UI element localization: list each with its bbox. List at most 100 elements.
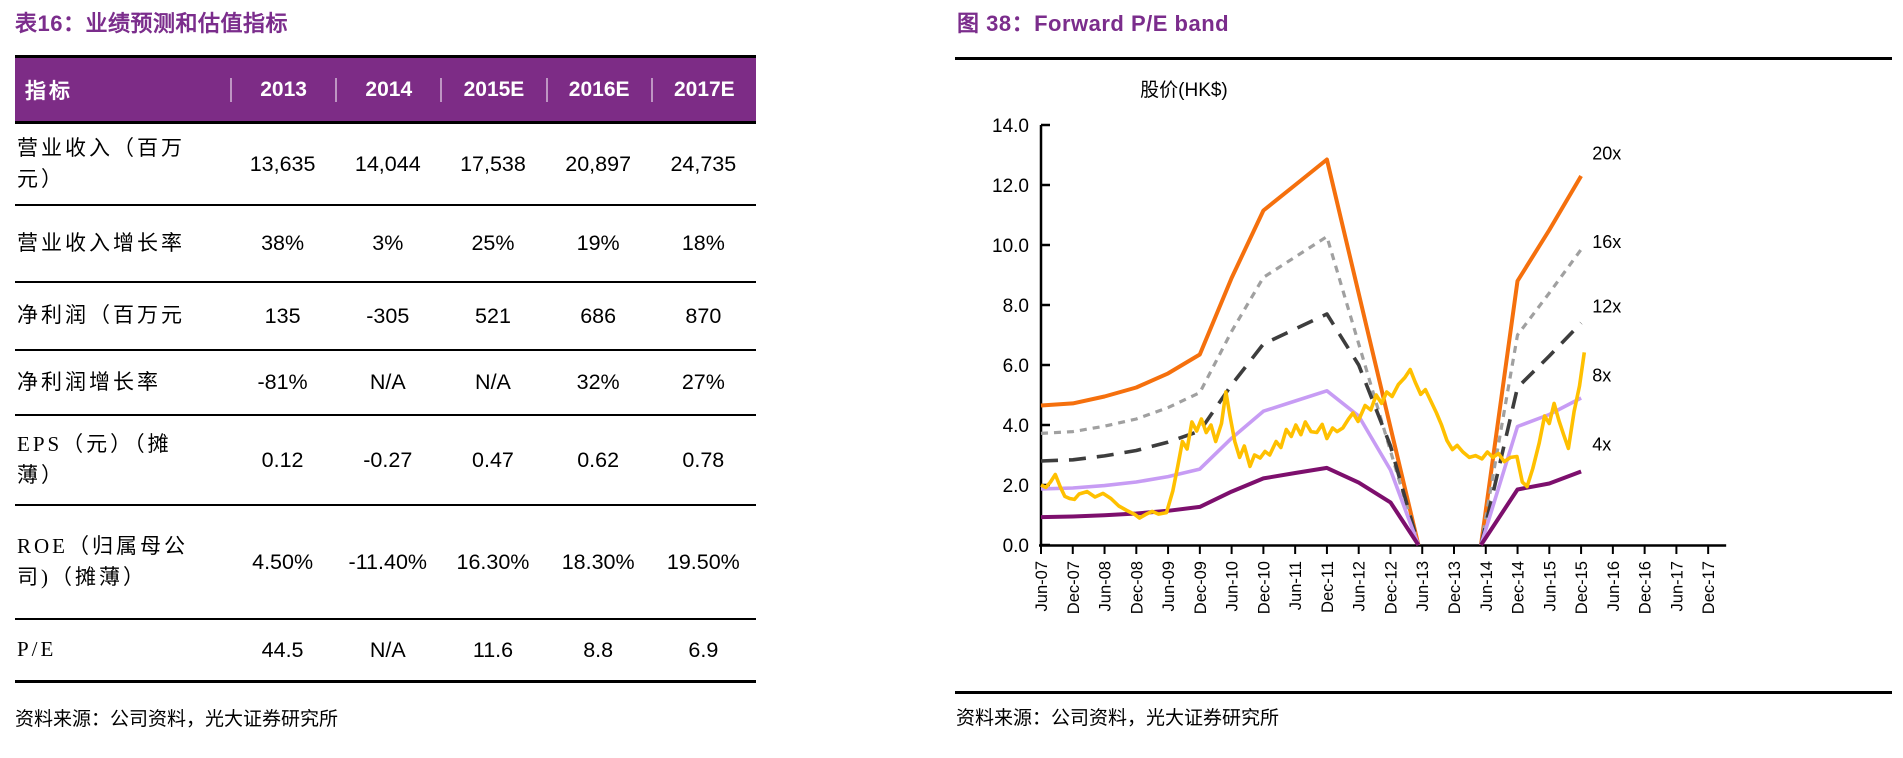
- chart-bottom-rule: [955, 691, 1892, 694]
- row-value: 27%: [681, 370, 725, 394]
- row-value: -0.27: [363, 447, 413, 472]
- row-value: 38%: [261, 231, 305, 255]
- x-tick-label: Jun-09: [1160, 561, 1178, 611]
- row-value: 6.9: [688, 637, 719, 662]
- forecast-valuation-table: 指标 2013 2014 2015E 2016E 2017E 营业收入（百万 元） 13,6…: [15, 55, 756, 683]
- row-value: N/A: [369, 637, 406, 662]
- x-tick-label: Jun-12: [1351, 561, 1369, 611]
- header-cell-year: 2015E: [440, 77, 545, 102]
- header-cell-year: 2016E: [545, 77, 651, 102]
- table-row: EPS（元）（摊 薄） 0.12 -0.27 0.47 0.62 0.78: [15, 416, 756, 506]
- x-tick-label: Dec-15: [1573, 561, 1591, 614]
- row-value: N/A: [475, 370, 511, 394]
- y-tick-label: 0.0: [1003, 536, 1029, 557]
- row-label: P/E: [17, 637, 57, 662]
- row-value: 13,635: [249, 151, 316, 176]
- x-tick-label: Dec-07: [1065, 561, 1083, 614]
- series-20x: [1479, 174, 1583, 546]
- series-12x: [1040, 312, 1421, 546]
- row-value: 11.6: [472, 637, 514, 662]
- x-tick-label: Dec-16: [1637, 561, 1655, 614]
- x-tick-label: Dec-10: [1255, 561, 1273, 614]
- y-tick-label: 12.0: [992, 176, 1029, 197]
- row-value: 25%: [471, 231, 515, 255]
- row-value: 18.30%: [561, 549, 635, 574]
- x-tick-label: Dec-11: [1319, 561, 1337, 613]
- row-label: 净利润（百万元: [17, 303, 185, 328]
- series-股价: [1040, 352, 1587, 520]
- table-row: 净利润增长率 -81% N/A N/A 32% 27%: [15, 351, 756, 416]
- table-row: 净利润（百万元 135 -305 521 686 870: [15, 283, 756, 351]
- row-label: 营业收入增长率: [17, 230, 185, 255]
- header-cell-year: 2014: [335, 77, 440, 102]
- row-value: -11.40%: [348, 549, 428, 574]
- header-cell-year: 2013: [230, 77, 335, 102]
- row-value: 3%: [372, 231, 404, 255]
- row-value: 0.12: [261, 447, 304, 472]
- row-value: 16.30%: [456, 549, 530, 574]
- x-tick-label: Jun-17: [1668, 561, 1686, 611]
- chart-top-rule: [955, 57, 1892, 60]
- row-label: 营业收入（百万 元）: [17, 135, 185, 192]
- row-value: 19%: [576, 231, 620, 255]
- pe-band-chart-svg: 股价(HK$) 0.0 2.0 4.0 6.0 8.0 10.0 12.0 14.0 Jun-07…: [992, 80, 1727, 614]
- row-value: 870: [685, 303, 722, 328]
- table-title: 表16：业绩预测和估值指标: [15, 11, 288, 36]
- band-label-4x: 4x: [1592, 435, 1611, 455]
- row-value: 4.50%: [252, 549, 314, 574]
- row-value: 0.62: [577, 447, 620, 472]
- series-4x: [1479, 469, 1582, 547]
- row-value: 44.5: [261, 637, 304, 662]
- row-value: 14,044: [354, 151, 421, 176]
- row-value: N/A: [369, 370, 406, 394]
- x-tick-label: Dec-13: [1446, 561, 1464, 614]
- band-label-20x: 20x: [1592, 144, 1621, 164]
- series-12x: [1479, 321, 1583, 546]
- x-tick-label: Jun-14: [1478, 561, 1496, 611]
- y-tick-label: 6.0: [1003, 356, 1029, 377]
- row-value: 24,735: [670, 151, 737, 176]
- chart-source-note: 资料来源：公司资料，光大证券研究所: [956, 708, 1280, 729]
- row-value: 521: [475, 303, 511, 328]
- row-value: 19.50%: [666, 549, 740, 574]
- x-tick-label: Jun-13: [1414, 561, 1432, 611]
- table-source-note: 资料来源：公司资料，光大证券研究所: [15, 709, 339, 730]
- y-axis-title: 股价(HK$): [1140, 80, 1228, 101]
- x-tick-label: Jun-10: [1224, 561, 1242, 611]
- table-row: 营业收入增长率 38% 3% 25% 19% 18%: [15, 206, 756, 283]
- band-label-12x: 12x: [1592, 297, 1621, 317]
- y-tick-label: 14.0: [992, 116, 1029, 137]
- row-value: 686: [580, 303, 617, 328]
- x-tick-label: Dec-17: [1700, 561, 1718, 614]
- table-row: ROE（归属母公 司)（摊薄） 4.50% -11.40% 16.30% 18.30% 1…: [15, 506, 756, 620]
- x-tick-label: Jun-15: [1541, 561, 1559, 611]
- y-tick-label: 4.0: [1003, 416, 1029, 437]
- series-4x: [1040, 465, 1421, 547]
- y-tick-label: 8.0: [1003, 296, 1029, 317]
- header-cell-metric: 指标: [25, 78, 73, 103]
- series-16x: [1040, 235, 1420, 546]
- x-tick-label: Jun-07: [1033, 561, 1051, 611]
- x-tick-label: Dec-09: [1192, 561, 1210, 614]
- row-value: 8.8: [583, 637, 614, 662]
- x-tick-label: Dec-08: [1128, 561, 1146, 614]
- series-16x: [1479, 248, 1583, 546]
- x-tick-label: Jun-16: [1605, 561, 1623, 611]
- band-label-8x: 8x: [1592, 366, 1611, 386]
- row-label: EPS（元）（摊 薄）: [17, 431, 172, 488]
- row-label: ROE（归属母公 司)（摊薄）: [17, 533, 188, 590]
- row-value: 17,538: [460, 151, 526, 176]
- table-header-row: 指标 2013 2014 2015E 2016E 2017E: [15, 58, 756, 124]
- row-value: -305: [366, 303, 410, 328]
- header-cell-year: 2017E: [650, 77, 756, 102]
- row-value: 0.47: [472, 447, 514, 472]
- row-value: 20,897: [565, 151, 632, 176]
- row-label: 净利润增长率: [17, 369, 161, 394]
- row-value: 0.78: [682, 447, 725, 472]
- row-value: 135: [264, 303, 301, 328]
- table-row: P/E 44.5 N/A 11.6 8.8 6.9: [15, 620, 756, 683]
- band-label-16x: 16x: [1592, 232, 1621, 252]
- x-tick-label: Jun-11: [1287, 561, 1305, 610]
- y-tick-label: 10.0: [992, 236, 1029, 257]
